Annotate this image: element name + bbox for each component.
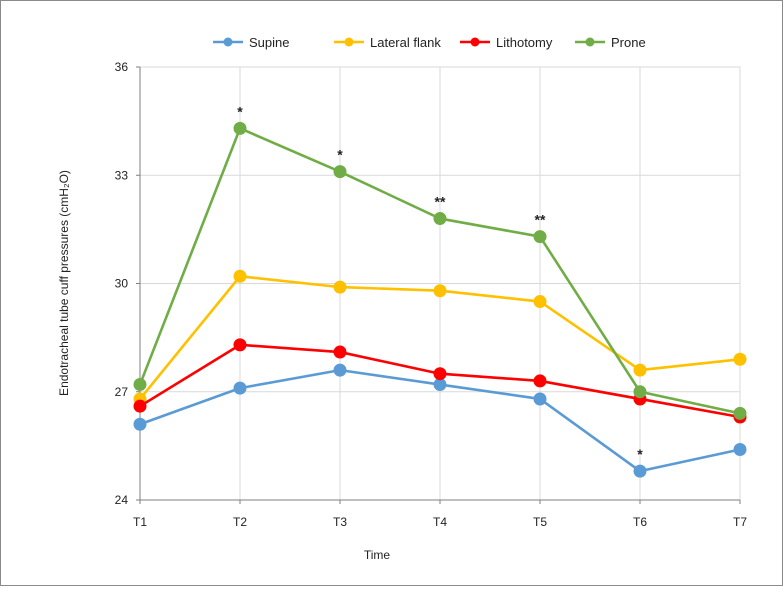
legend-swatch-marker: [585, 37, 595, 47]
x-tick-label: T2: [233, 515, 247, 529]
data-point-prone-t6: [633, 385, 647, 399]
legend-swatch-marker: [344, 37, 354, 47]
data-point-lithotomy-t4: [433, 367, 447, 381]
data-point-supine-t5: [533, 392, 547, 406]
grid-lines: [140, 66, 741, 500]
significance-marker: **: [535, 212, 546, 228]
x-tick-label: T4: [433, 515, 447, 529]
x-tick-label: T7: [733, 515, 747, 529]
y-tick-label: 33: [115, 168, 129, 182]
legend-item-lithotomy: Lithotomy: [460, 35, 553, 50]
data-point-lithotomy-t2: [233, 338, 247, 352]
data-point-prone-t4: [433, 212, 447, 226]
x-tick-labels: T1 T2 T3 T4 T5 T6 T7: [133, 500, 747, 529]
significance-marker: *: [337, 147, 343, 163]
significance-annotations: *******: [237, 103, 643, 462]
series-supine: [133, 363, 747, 478]
data-point-lateral-flank-t6: [633, 363, 647, 377]
y-tick-label: 30: [115, 277, 129, 291]
y-tick-label: 24: [115, 493, 129, 507]
data-point-supine-t3: [333, 363, 347, 377]
data-point-lateral-flank-t7: [733, 352, 747, 366]
y-tick-label: 27: [115, 385, 129, 399]
data-point-prone-t2: [233, 121, 247, 135]
x-axis-title: Time: [364, 548, 391, 562]
data-point-prone-t3: [333, 165, 347, 179]
legend-item-prone: Prone: [575, 35, 646, 50]
y-tick-label: 36: [115, 60, 129, 74]
data-point-supine-t4: [433, 378, 447, 392]
significance-marker: *: [637, 446, 643, 462]
x-tick-label: T3: [333, 515, 347, 529]
data-point-prone-t7: [733, 406, 747, 420]
legend-label: Lateral flank: [370, 35, 441, 50]
legend-item-supine: Supine: [213, 35, 289, 50]
legend-label: Prone: [611, 35, 646, 50]
data-point-lateral-flank-t3: [333, 280, 347, 294]
data-point-supine-t6: [633, 464, 647, 478]
legend: Supine Lateral flank Lithotomy Prone: [213, 35, 646, 50]
x-tick-label: T1: [133, 515, 147, 529]
significance-marker: **: [435, 194, 446, 210]
data-point-lithotomy-t1: [133, 399, 147, 413]
data-point-lateral-flank-t4: [433, 284, 447, 298]
data-point-supine-t2: [233, 381, 247, 395]
legend-label: Supine: [249, 35, 289, 50]
data-point-lateral-flank-t2: [233, 269, 247, 283]
legend-item-lateral-flank: Lateral flank: [334, 35, 441, 50]
series-lines: [133, 121, 747, 478]
data-point-lateral-flank-t5: [533, 295, 547, 309]
series-prone: [133, 121, 747, 420]
data-point-supine-t7: [733, 442, 747, 456]
y-axis-title: Endotracheal tube cuff pressures (cmH₂O): [57, 170, 71, 396]
data-point-prone-t1: [133, 378, 147, 392]
data-point-lithotomy-t3: [333, 345, 347, 359]
legend-label: Lithotomy: [496, 35, 553, 50]
significance-marker: *: [237, 103, 243, 119]
x-tick-label: T5: [533, 515, 547, 529]
data-point-prone-t5: [533, 230, 547, 244]
data-point-lithotomy-t5: [533, 374, 547, 388]
y-tick-labels: 24 27 30 33 36: [115, 60, 140, 507]
x-tick-label: T6: [633, 515, 647, 529]
legend-swatch-marker: [470, 37, 480, 47]
data-point-supine-t1: [133, 417, 147, 431]
legend-swatch-marker: [223, 37, 233, 47]
